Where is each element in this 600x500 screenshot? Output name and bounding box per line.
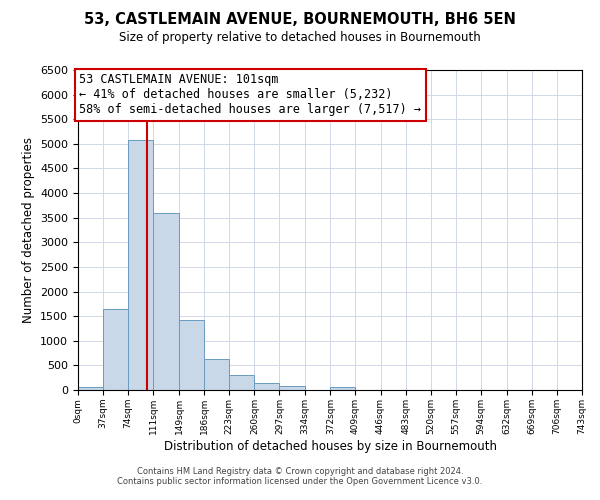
Text: Size of property relative to detached houses in Bournemouth: Size of property relative to detached ho… — [119, 31, 481, 44]
Bar — [179, 320, 204, 390]
Bar — [78, 387, 103, 390]
Bar — [153, 214, 179, 390]
Y-axis label: Number of detached properties: Number of detached properties — [22, 137, 35, 323]
X-axis label: Distribution of detached houses by size in Bournemouth: Distribution of detached houses by size … — [163, 440, 497, 452]
Bar — [204, 360, 229, 390]
Text: 53 CASTLEMAIN AVENUE: 101sqm
← 41% of detached houses are smaller (5,232)
58% of: 53 CASTLEMAIN AVENUE: 101sqm ← 41% of de… — [79, 74, 421, 116]
Text: 53, CASTLEMAIN AVENUE, BOURNEMOUTH, BH6 5EN: 53, CASTLEMAIN AVENUE, BOURNEMOUTH, BH6 … — [84, 12, 516, 28]
Text: Contains public sector information licensed under the Open Government Licence v3: Contains public sector information licen… — [118, 477, 482, 486]
Bar — [103, 309, 128, 390]
Bar — [331, 388, 355, 390]
Bar — [229, 375, 254, 390]
Bar — [254, 383, 280, 390]
Text: Contains HM Land Registry data © Crown copyright and database right 2024.: Contains HM Land Registry data © Crown c… — [137, 467, 463, 476]
Bar — [128, 140, 153, 390]
Bar — [280, 386, 305, 390]
